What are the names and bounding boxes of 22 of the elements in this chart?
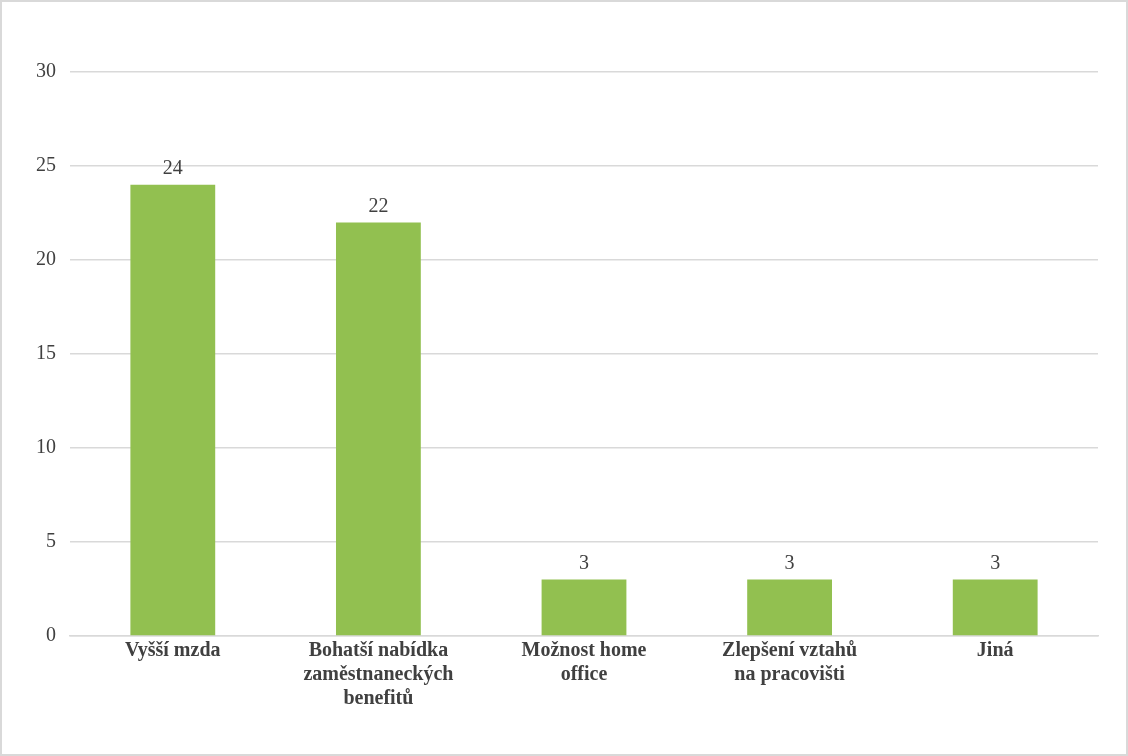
y-tick-label: 0 [46, 623, 56, 646]
data-label: 3 [990, 550, 1001, 573]
x-tick-label: Bohatší nabídka zaměstnaneckých benefitů [303, 638, 454, 709]
bar [336, 222, 421, 636]
data-label: 3 [579, 550, 589, 573]
bar [952, 579, 1038, 636]
data-label: 24 [162, 156, 183, 179]
y-tick-label: 25 [36, 153, 56, 176]
y-tick-label: 5 [46, 529, 56, 552]
y-tick-label: 15 [36, 341, 56, 364]
y-tick-label: 10 [36, 435, 56, 458]
x-tick-label: Zlepšení vztahů na pracovišti [722, 638, 858, 686]
bar [541, 579, 627, 636]
data-label: 3 [784, 550, 795, 573]
data-label: 22 [368, 193, 389, 216]
x-tick-label: Možnost home office [521, 638, 647, 685]
bar [130, 184, 216, 636]
x-tick-label: Vyšší mzda [125, 638, 221, 662]
bar [747, 579, 833, 636]
x-tick-label: Jiná [976, 638, 1014, 661]
y-tick-label: 30 [36, 59, 56, 82]
y-tick-label: 20 [36, 247, 56, 270]
